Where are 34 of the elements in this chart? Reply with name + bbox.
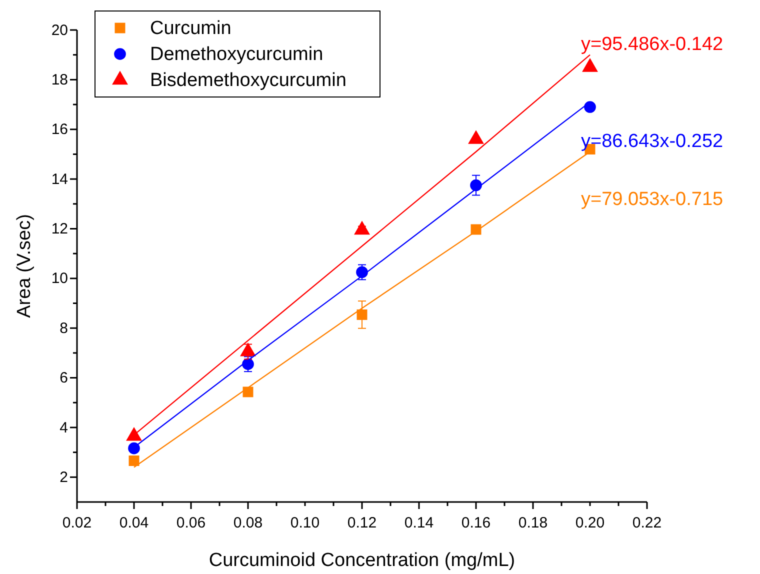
y-tick-label: 12 xyxy=(51,220,68,238)
x-tick-label: 0.04 xyxy=(119,514,149,532)
x-tick-label: 0.18 xyxy=(518,514,548,532)
x-tick-label: 0.10 xyxy=(290,514,320,532)
annotation: y=86.643x-0.252 xyxy=(581,131,724,152)
y-tick-label: 16 xyxy=(51,121,68,138)
x-tick-label: 0.22 xyxy=(632,514,662,532)
point xyxy=(242,386,254,398)
legend-label: Curcumin xyxy=(150,18,232,39)
x-tick-label: 0.14 xyxy=(404,514,434,532)
x-tick-label: 0.02 xyxy=(62,514,92,532)
y-tick-label: 2 xyxy=(60,468,68,486)
y-tick-label: 10 xyxy=(51,270,68,288)
point xyxy=(128,442,140,454)
legend-label: Demethoxycurcumin xyxy=(150,44,324,65)
point xyxy=(584,101,596,113)
x-tick-label: 0.12 xyxy=(347,514,377,532)
y-tick-label: 18 xyxy=(51,71,68,88)
annotation: y=95.486x-0.142 xyxy=(581,34,724,55)
x-tick-label: 0.16 xyxy=(461,514,491,532)
y-tick-label: 20 xyxy=(51,22,68,39)
y-tick-label: 6 xyxy=(60,370,68,387)
x-tick-label: 0.06 xyxy=(176,514,206,532)
y-tick-label: 14 xyxy=(51,170,68,188)
point xyxy=(356,309,368,320)
y-axis-title: Area (V.sec) xyxy=(14,214,35,318)
legend-label: Bisdemethoxycurcumin xyxy=(150,70,346,91)
x-tick-label: 0.20 xyxy=(575,514,605,532)
y-tick-label: 4 xyxy=(60,419,68,436)
y-tick-label: 8 xyxy=(60,320,68,337)
x-tick-label: 0.08 xyxy=(233,514,263,532)
annotation: y=79.053x-0.715 xyxy=(581,189,724,210)
point xyxy=(128,456,140,466)
x-axis-title: Curcuminoid Concentration (mg/mL) xyxy=(208,550,516,571)
